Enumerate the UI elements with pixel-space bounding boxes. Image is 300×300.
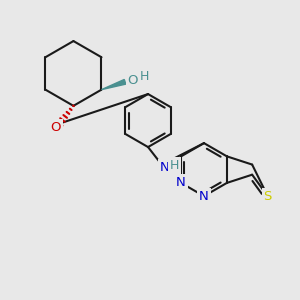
Text: O: O	[128, 74, 138, 87]
Text: H: H	[170, 159, 179, 172]
Text: S: S	[263, 190, 272, 202]
Text: N: N	[160, 161, 169, 174]
Text: N: N	[176, 176, 186, 189]
Text: N: N	[199, 190, 209, 202]
Polygon shape	[101, 80, 126, 90]
Text: O: O	[50, 121, 61, 134]
Text: H: H	[140, 70, 149, 83]
